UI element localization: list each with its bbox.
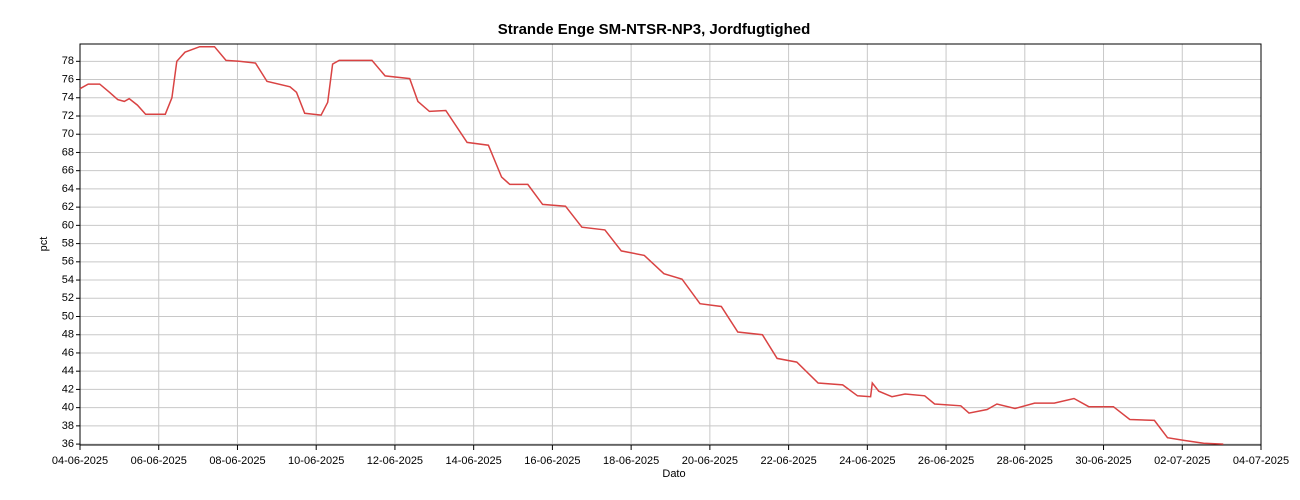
y-tick-label: 36 (62, 438, 74, 450)
x-tick-label: 18-06-2025 (603, 455, 659, 467)
x-tick-label: 26-06-2025 (918, 455, 974, 467)
y-tick-label: 50 (62, 310, 74, 322)
y-tick-label: 46 (62, 347, 74, 359)
y-tick-label: 38 (62, 420, 74, 432)
y-tick-label: 42 (62, 383, 74, 395)
y-tick-label: 60 (62, 219, 74, 231)
x-tick-label: 30-06-2025 (1075, 455, 1131, 467)
y-axis-label: pct (38, 237, 50, 252)
y-tick-label: 44 (62, 365, 74, 377)
x-tick-label: 04-06-2025 (52, 455, 108, 467)
y-tick-label: 66 (62, 165, 74, 177)
x-tick-label: 28-06-2025 (997, 455, 1053, 467)
data-line (79, 45, 1224, 445)
x-axis-label: Dato (662, 468, 685, 480)
y-tick-label: 76 (62, 73, 74, 85)
x-tick-label: 14-06-2025 (446, 455, 502, 467)
y-tick-label: 58 (62, 237, 74, 249)
x-tick-label: 12-06-2025 (367, 455, 423, 467)
x-tick-label: 06-06-2025 (131, 455, 187, 467)
x-tick-label: 02-07-2025 (1154, 455, 1210, 467)
plot-frame (79, 43, 1262, 446)
x-tick-label: 24-06-2025 (839, 455, 895, 467)
y-tick-label: 40 (62, 402, 74, 414)
x-tick-label: 22-06-2025 (760, 455, 816, 467)
x-tick-label: 04-07-2025 (1233, 455, 1289, 467)
y-tick-label: 68 (62, 146, 74, 158)
x-tick-label: 16-06-2025 (524, 455, 580, 467)
y-tick-label: 54 (62, 274, 74, 286)
y-tick-label: 74 (62, 92, 74, 104)
x-tick-label: 08-06-2025 (209, 455, 265, 467)
y-tick-label: 48 (62, 329, 74, 341)
y-tick-label: 64 (62, 183, 74, 195)
y-tick-label: 62 (62, 201, 74, 213)
y-tick-label: 56 (62, 256, 74, 268)
y-tick-label: 52 (62, 292, 74, 304)
y-tick-label: 72 (62, 110, 74, 122)
y-tick-label: 78 (62, 55, 74, 67)
x-tick-label: 10-06-2025 (288, 455, 344, 467)
y-tick-label: 70 (62, 128, 74, 140)
x-tick-label: 20-06-2025 (682, 455, 738, 467)
chart-title: Strande Enge SM-NTSR-NP3, Jordfugtighed (498, 21, 811, 38)
